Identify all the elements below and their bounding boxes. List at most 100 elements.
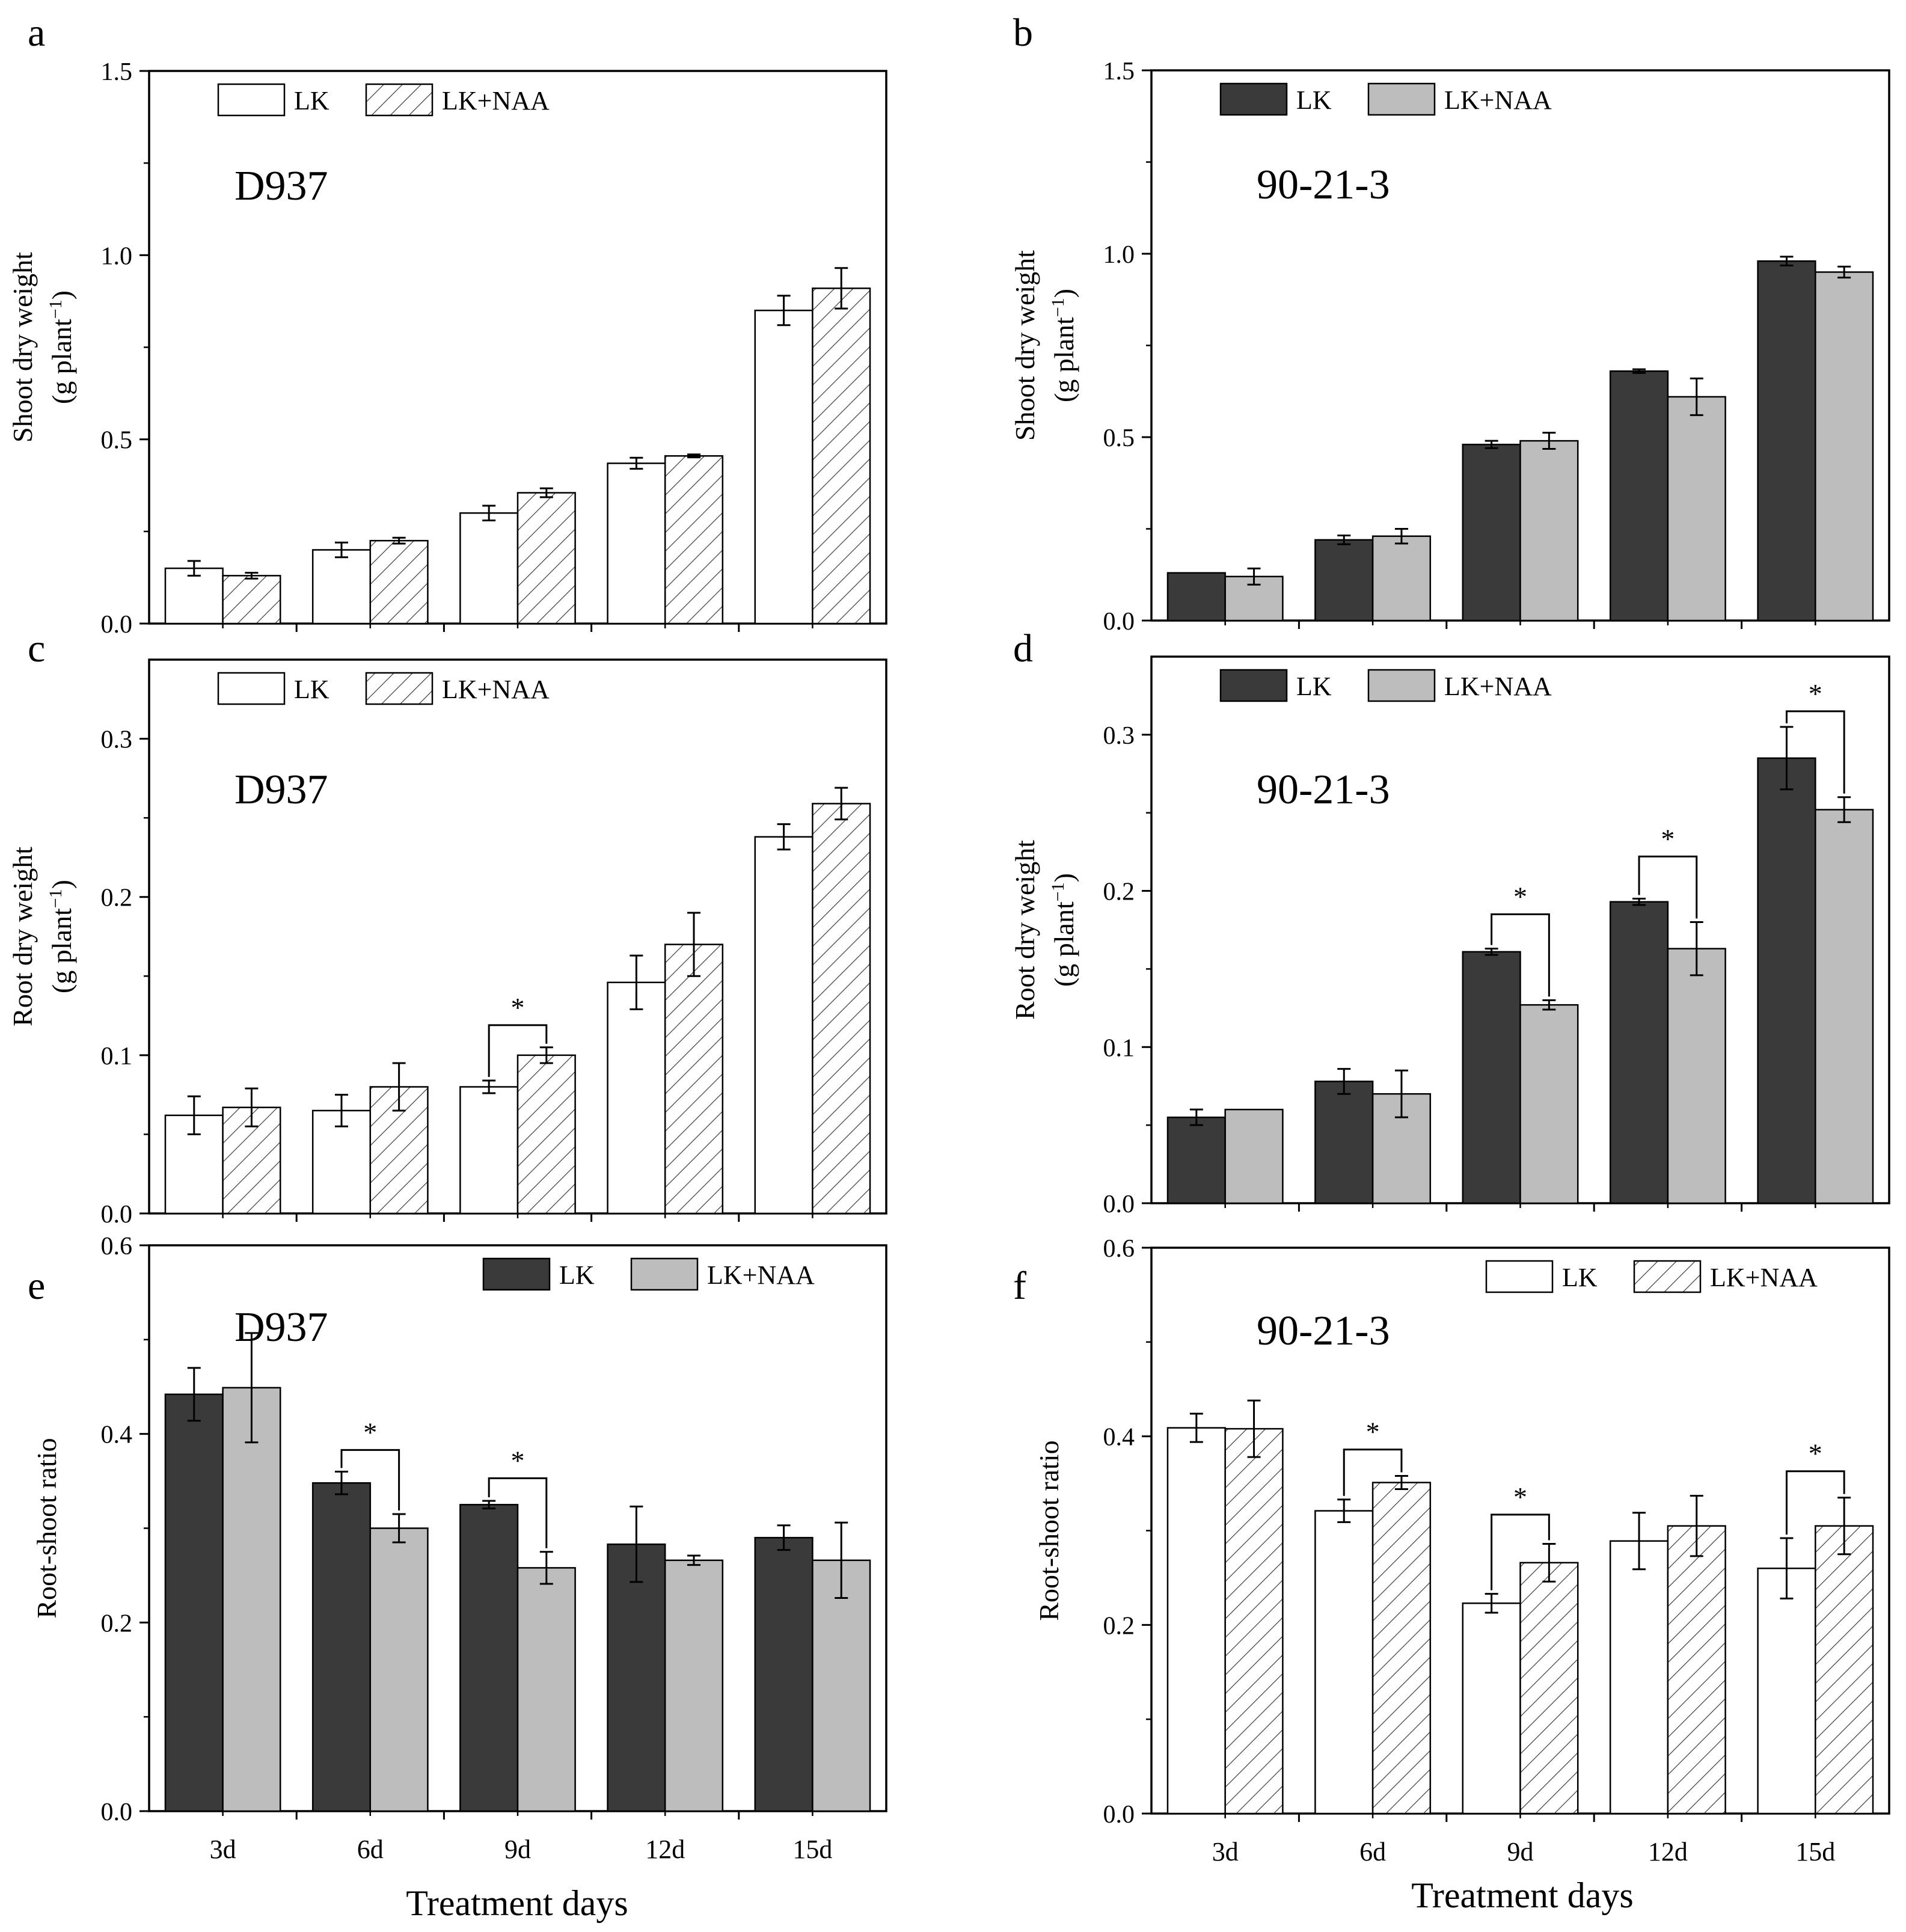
bar-lk-12d — [607, 462, 666, 625]
significance-bracket — [340, 1449, 400, 1510]
significance-bracket — [1343, 1449, 1403, 1496]
bar-lk-naa-12d — [1667, 1525, 1726, 1815]
bar-lk-9d — [1462, 951, 1521, 1204]
panel-a: a 0.0 0.5 1.0 1.5 D937 LK LK+NAA Shoot dry weigh… — [7, 11, 887, 639]
legend-swatch-lk-naa — [630, 1257, 699, 1291]
legend-swatch-lk — [482, 1257, 551, 1291]
panel-c: c 0.0 0.1 0.2 0.3 * D937 LK LK+NAA Root dry weigh… — [7, 627, 887, 1228]
bar-lk-naa-12d — [1667, 396, 1726, 622]
bar-lk-naa-6d — [369, 1527, 429, 1812]
bar-lk-12d — [607, 981, 666, 1215]
bar-lk-6d — [1314, 1081, 1374, 1204]
significance-bracket — [1491, 913, 1550, 997]
bar-lk-naa-12d — [1667, 948, 1726, 1204]
y-tick-label: 0.5 — [1103, 425, 1135, 452]
bar-lk-15d — [754, 309, 814, 625]
bar-lk-15d — [1757, 757, 1816, 1204]
legend-label: LK+NAA — [1444, 85, 1552, 115]
bar-lk-3d — [1166, 1116, 1226, 1204]
bar-lk-15d — [754, 1536, 814, 1812]
bar-lk-9d — [459, 1086, 519, 1215]
significance-bracket — [1785, 1470, 1845, 1535]
panel-title: 90-21-3 — [1257, 1308, 1390, 1354]
x-tick-label: 12d — [1648, 1837, 1688, 1866]
panel-f: f 0.0 0.2 0.4 0.6 3d 6d 9d 12d 15d * * * 90-21-3 LK LK+… — [1013, 1235, 1890, 1866]
legend-label: LK — [1296, 672, 1332, 701]
bar-lk-9d — [1462, 443, 1521, 622]
y-tick-label: 0.0 — [101, 611, 133, 639]
significance-star: * — [363, 1417, 377, 1447]
legend-label: LK — [294, 675, 329, 704]
y-axis-unit: (g plant−1) — [46, 880, 78, 993]
bar-lk-naa-15d — [1815, 271, 1874, 622]
panel-title: 90-21-3 — [1257, 767, 1390, 813]
y-tick-label: 0.2 — [101, 1610, 133, 1637]
panel-d: d 0.0 0.1 0.2 0.3 * * * 90-21-3 LK LK+NAA Root dry … — [1010, 627, 1890, 1218]
bar-lk-naa-3d — [222, 575, 281, 625]
significance-star: * — [1809, 678, 1822, 709]
x-tick-label: 9d — [1507, 1837, 1534, 1866]
bar-lk-naa-15d — [812, 287, 871, 625]
y-axis-unit: (g plant−1) — [1048, 873, 1080, 987]
y-tick-label: 0.0 — [101, 1201, 133, 1228]
y-tick-label: 0.3 — [101, 726, 133, 754]
significance-bracket — [488, 1477, 548, 1548]
panel-b: b 0.0 0.5 1.0 1.5 90-21-3 LK LK+NAA Shoot dry we… — [1010, 11, 1890, 636]
y-tick-label: 0.6 — [1103, 1235, 1135, 1263]
y-axis-label: Root-shoot ratio — [1034, 1440, 1064, 1621]
significance-star: * — [1513, 882, 1527, 912]
legend-label: LK — [1296, 85, 1332, 115]
bar-lk-6d — [311, 1109, 372, 1215]
bar-lk-naa-12d — [664, 943, 724, 1215]
y-axis-label: Root dry weight — [7, 847, 38, 1026]
legend-label: LK+NAA — [442, 86, 550, 115]
bar-lk-naa-12d — [664, 1559, 724, 1812]
bar-lk-15d — [1757, 260, 1816, 622]
panel-letter: e — [28, 1264, 45, 1308]
significance-bracket — [1638, 855, 1698, 919]
bar-lk-naa-9d — [516, 1054, 576, 1215]
legend-swatch-lk-naa — [1367, 669, 1436, 702]
legend-swatch-lk — [1219, 669, 1288, 702]
bar-lk-9d — [459, 1504, 519, 1812]
y-tick-label: 0.4 — [101, 1421, 133, 1449]
panel-letter: d — [1013, 627, 1033, 670]
bar-lk-naa-6d — [369, 1086, 429, 1215]
y-axis-label: Root dry weight — [1010, 840, 1040, 1020]
y-tick-label: 0.0 — [1103, 608, 1135, 636]
bar-lk-3d — [1166, 1427, 1226, 1815]
x-tick-label: 15d — [1795, 1837, 1835, 1866]
panel-letter: f — [1013, 1264, 1026, 1308]
panel-title: D937 — [234, 1304, 328, 1351]
y-axis-label: Root-shoot ratio — [31, 1438, 62, 1618]
legend-swatch-lk-naa — [365, 672, 434, 705]
y-tick-label: 1.5 — [1103, 58, 1135, 85]
y-tick-label: 0.2 — [101, 885, 133, 912]
x-axis-title-left: Treatment days — [406, 1883, 628, 1923]
significance-star: * — [1366, 1417, 1380, 1447]
bar-lk-12d — [1609, 370, 1669, 622]
x-tick-label: 15d — [792, 1835, 832, 1864]
bar-lk-15d — [754, 836, 814, 1215]
significance-bracket — [1785, 710, 1845, 794]
x-tick-label: 6d — [1359, 1837, 1386, 1866]
legend-swatch-lk — [217, 83, 286, 117]
x-tick-label: 9d — [504, 1835, 531, 1864]
bar-lk-naa-3d — [222, 1387, 281, 1812]
y-tick-label: 0.4 — [1103, 1424, 1135, 1452]
bar-lk-naa-6d — [369, 539, 429, 625]
legend-label: LK — [559, 1260, 595, 1290]
legend-label: LK — [294, 86, 329, 115]
panel-e: e 0.0 0.2 0.4 0.6 3d 6d 9d 12d 15d * * D937 LK LK+NAA R… — [28, 1233, 887, 1864]
y-tick-label: 0.2 — [1103, 879, 1135, 906]
bar-lk-9d — [459, 512, 519, 625]
bar-lk-6d — [1314, 1510, 1374, 1815]
x-tick-label: 12d — [645, 1835, 685, 1864]
bar-lk-naa-15d — [1815, 809, 1874, 1204]
bar-lk-naa-6d — [1371, 1482, 1432, 1815]
y-tick-label: 0.3 — [1103, 722, 1135, 750]
legend-swatch-lk — [1485, 1260, 1554, 1293]
y-tick-label: 1.0 — [1103, 241, 1135, 269]
legend-swatch-lk-naa — [1367, 82, 1436, 116]
